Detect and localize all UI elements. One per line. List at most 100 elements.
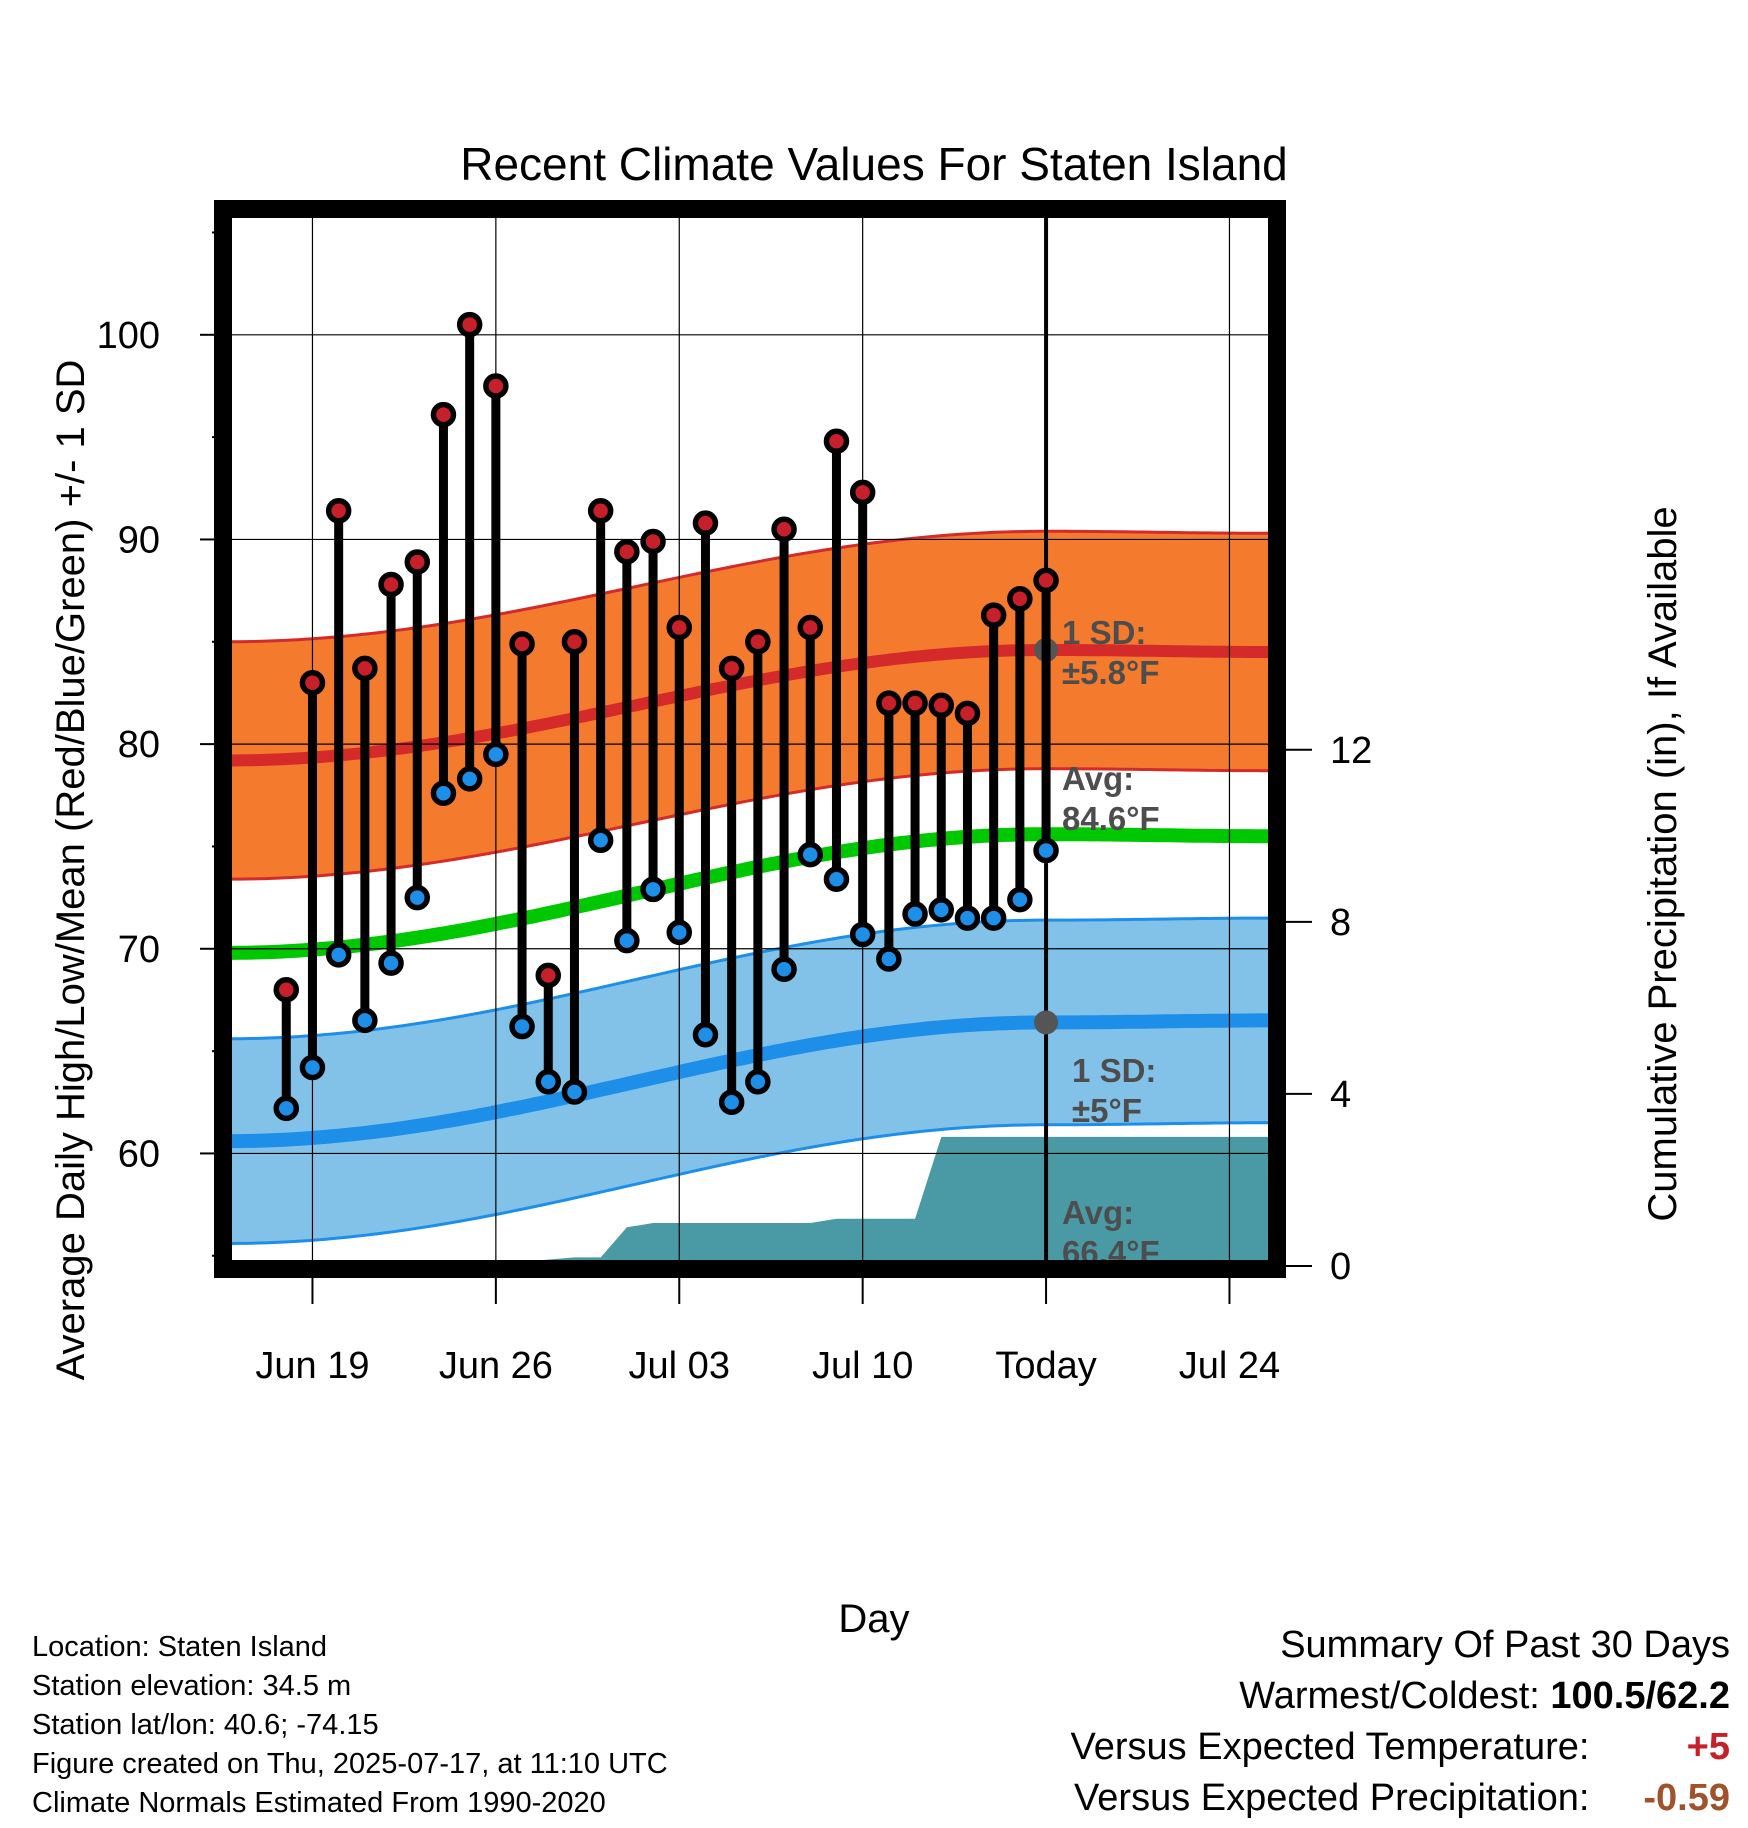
x-axis-title: Day xyxy=(838,1597,909,1641)
y2-tick-label-1: 4 xyxy=(1330,1074,1351,1116)
station-info: Location: Staten Island Station elevatio… xyxy=(32,1628,668,1823)
high-point-7 xyxy=(456,311,483,338)
x-tick-label-5: Jul 24 xyxy=(1179,1345,1280,1387)
low-point-20 xyxy=(797,841,824,868)
y-tick-label-0: 60 xyxy=(118,1133,160,1175)
low-point-25 xyxy=(928,897,955,923)
low-point-22 xyxy=(849,921,876,948)
low-point-0 xyxy=(273,1095,300,1122)
high-point-9 xyxy=(509,631,535,657)
low-normal-band-upper-edge xyxy=(226,916,1274,1041)
low-point-6 xyxy=(430,780,457,806)
high-sd-label: 1 SD: xyxy=(1062,614,1146,651)
high-point-13 xyxy=(614,538,640,565)
low-point-23 xyxy=(876,946,902,972)
low-normal-avg-line xyxy=(226,1013,1274,1149)
high-point-26 xyxy=(954,700,981,727)
y-tick-label-4: 100 xyxy=(97,315,160,357)
high-point-28 xyxy=(1007,586,1033,612)
low-point-9 xyxy=(509,1013,535,1040)
high-point-16 xyxy=(692,510,719,536)
low-point-3 xyxy=(352,1007,378,1034)
low-point-17 xyxy=(718,1089,745,1116)
chart-title: Recent Climate Values For Staten Island xyxy=(460,138,1288,190)
low-point-16 xyxy=(692,1021,719,1048)
low-point-26 xyxy=(954,905,981,931)
high-normal-avg-line xyxy=(226,644,1274,767)
y2-axis-title: Cumulative Precipitation (in), If Availa… xyxy=(1641,506,1685,1221)
high-avg-label: Avg: xyxy=(1062,760,1134,797)
low-point-12 xyxy=(587,827,614,854)
location-text: Location: Staten Island xyxy=(32,1631,328,1663)
high-point-15 xyxy=(666,614,693,641)
precip-anomaly-row: Versus Expected Precipitation: -0.59 xyxy=(1071,1773,1730,1824)
elevation-text: Station elevation: 34.5 m xyxy=(32,1670,352,1702)
low-point-18 xyxy=(745,1069,771,1095)
low-point-24 xyxy=(902,901,928,927)
warm-cold-row: Warmest/Coldest: 100.5/62.2 xyxy=(1071,1671,1730,1722)
low-sd-label: 1 SD: xyxy=(1072,1052,1156,1089)
x-tick-label-3: Jul 10 xyxy=(812,1345,913,1387)
high-point-18 xyxy=(745,629,771,655)
days-count-number: 30 xyxy=(1060,1384,1097,1421)
x-tick-label-2: Jul 03 xyxy=(629,1345,730,1387)
temp-anomaly-row: Versus Expected Temperature: +5 xyxy=(1071,1722,1730,1773)
high-point-22 xyxy=(849,479,876,506)
latlon-text: Station lat/lon: 40.6; -74.15 xyxy=(32,1709,379,1741)
y-tick-label-1: 70 xyxy=(118,929,160,971)
precip-area xyxy=(286,1136,1274,1266)
low-point-29 xyxy=(1033,837,1059,864)
temp-anomaly-value: +5 xyxy=(1686,1726,1730,1768)
temp-anomaly-label: Versus Expected Temperature: xyxy=(1070,1726,1590,1768)
high-point-8 xyxy=(483,373,509,399)
high-point-1 xyxy=(299,669,326,696)
warm-cold-label: Warmest/Coldest: xyxy=(1239,1675,1540,1717)
high-point-6 xyxy=(430,401,457,428)
y-tick-label-3: 90 xyxy=(118,519,160,561)
high-normal-band-upper-edge xyxy=(226,529,1274,644)
high-point-14 xyxy=(640,528,666,555)
high-point-20 xyxy=(797,614,824,641)
y2-tick-label-2: 8 xyxy=(1330,902,1351,944)
low-point-5 xyxy=(404,884,431,911)
low-point-10 xyxy=(535,1069,562,1095)
low-point-13 xyxy=(614,927,640,954)
high-point-25 xyxy=(928,692,955,718)
high-sd-value: ±5.8°F xyxy=(1062,654,1159,691)
high-normal-band xyxy=(226,531,1274,880)
low-point-28 xyxy=(1007,886,1033,913)
high-point-2 xyxy=(325,498,352,524)
low-sd-value: ±5°F xyxy=(1072,1092,1142,1129)
y-tick-label-2: 80 xyxy=(118,724,160,766)
y2-tick-label-3: 12 xyxy=(1330,730,1372,772)
x-tick-label-4: Today xyxy=(995,1345,1096,1387)
warm-cold-value: 100.5/62.2 xyxy=(1550,1675,1730,1717)
y2-tick-label-0: 0 xyxy=(1330,1246,1351,1288)
low-avg-label: Avg: xyxy=(1062,1194,1134,1231)
high-point-27 xyxy=(980,602,1007,628)
low-point-15 xyxy=(666,919,693,946)
high-point-11 xyxy=(561,629,588,655)
y-axis-title: Average Daily High/Low/Mean (Red/Blue/Gr… xyxy=(49,360,93,1381)
high-point-3 xyxy=(352,655,378,682)
low-point-1 xyxy=(299,1054,326,1081)
low-point-11 xyxy=(561,1079,588,1105)
summary-heading: Summary Of Past 30 Days xyxy=(1280,1624,1730,1666)
normals-text: Climate Normals Estimated From 1990-2020 xyxy=(32,1787,606,1819)
high-point-17 xyxy=(718,655,745,682)
high-point-5 xyxy=(404,549,431,575)
high-point-29 xyxy=(1033,567,1059,594)
high-normal-band-lower-edge xyxy=(226,767,1274,881)
mean-normal-avg-line xyxy=(226,827,1274,960)
plot-frame xyxy=(214,200,1286,1278)
high-avg-value: 84.6°F xyxy=(1062,800,1160,837)
days-count-word: Days xyxy=(1056,1424,1135,1461)
created-text: Figure created on Thu, 2025-07-17, at 11… xyxy=(32,1748,668,1780)
high-point-4 xyxy=(378,571,404,598)
high-point-24 xyxy=(902,690,928,716)
precip-anomaly-label: Versus Expected Precipitation: xyxy=(1074,1777,1590,1819)
high-point-0 xyxy=(273,976,300,1003)
